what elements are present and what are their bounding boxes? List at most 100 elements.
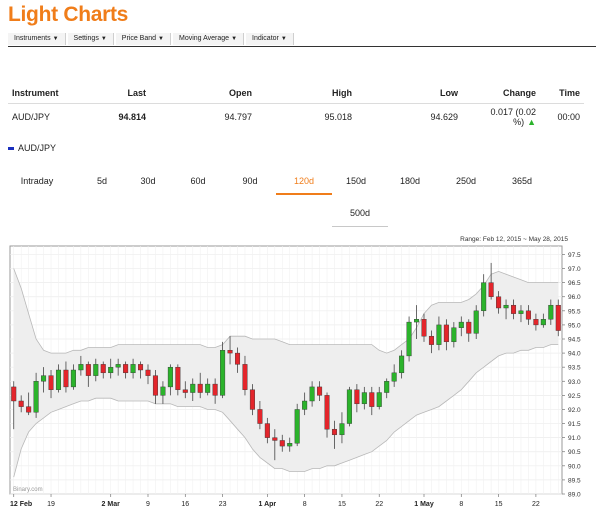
candle-up	[205, 383, 211, 393]
y-tick-label: 89.5	[568, 477, 581, 484]
period-5d[interactable]: 5d	[96, 176, 107, 186]
y-tick-label: 95.0	[568, 322, 581, 329]
x-tick-label: 23	[219, 501, 227, 508]
y-tick-label: 92.5	[568, 393, 581, 400]
candle-up	[481, 282, 487, 312]
caret-down-icon: ▼	[52, 36, 59, 42]
price-band-upper	[13, 268, 559, 354]
x-tick-label: 9	[146, 501, 150, 508]
menu-instruments[interactable]: Instruments ▼	[8, 33, 66, 45]
candle-down	[488, 282, 494, 297]
menu-indicator[interactable]: Indicator ▼	[246, 33, 294, 45]
candle-up	[458, 321, 464, 328]
period-intraday[interactable]: Intraday	[20, 176, 54, 186]
candle-up	[518, 310, 524, 314]
menu-label: Instruments	[14, 35, 51, 42]
y-tick-label: 92.0	[568, 407, 581, 414]
candle-down	[138, 364, 144, 371]
candle-up	[414, 319, 420, 323]
period-120d[interactable]: 120d	[276, 173, 332, 195]
menu-label: Indicator	[252, 35, 279, 42]
change-value: 0.017 (0.02 %)	[490, 107, 536, 128]
candle-down	[525, 310, 531, 320]
y-tick-label: 89.0	[568, 492, 581, 499]
candle-down	[331, 428, 337, 436]
candle-up	[436, 324, 442, 345]
candle-up	[41, 375, 47, 382]
y-tick-label: 90.5	[568, 449, 581, 456]
legend-swatch	[8, 146, 14, 150]
quote-table: Instrument Last Open High Low Change Tim…	[8, 83, 584, 131]
x-tick-label: 12 Feb	[10, 501, 32, 508]
legend-label: AUD/JPY	[18, 143, 57, 153]
candle-down	[242, 364, 248, 390]
period-30d[interactable]: 30d	[140, 176, 156, 186]
period-tabs: Intraday 5d 30d 60d 90d 120d 150d 180d 2…	[8, 173, 588, 227]
candle-down	[48, 375, 54, 390]
period-250d[interactable]: 250d	[455, 176, 477, 186]
period-180d[interactable]: 180d	[399, 176, 421, 186]
candlestick-chart[interactable]: 97.5 97.0 96.5 96.0 95.5 95.0 94.5 94.0 93.5 93.0…	[8, 244, 592, 512]
candle-down	[354, 389, 360, 405]
x-tick-label: 1 Apr	[259, 501, 277, 508]
candle-down	[324, 395, 330, 430]
y-tick-label: 91.5	[568, 421, 581, 428]
candle-down	[272, 437, 278, 441]
candle-up	[167, 366, 173, 388]
candle-up	[302, 400, 308, 410]
header-high: High	[256, 83, 356, 104]
candle-up	[130, 364, 136, 374]
period-500d[interactable]: 500d	[332, 205, 388, 227]
y-tick-label: 96.0	[568, 294, 581, 301]
x-tick-label: 8	[303, 501, 307, 508]
cell-last: 94.814	[118, 112, 146, 123]
x-tick-label: 15	[495, 501, 503, 508]
candle-up	[93, 364, 99, 376]
x-tick-label: 22	[532, 501, 540, 508]
period-60d[interactable]: 60d	[190, 176, 206, 186]
menu-price-band[interactable]: Price Band ▼	[115, 33, 171, 45]
x-tick-label: 2 Mar	[102, 501, 121, 508]
candle-down	[197, 383, 203, 393]
candle-up	[451, 327, 457, 343]
menu-label: Settings	[73, 35, 99, 42]
candle-up	[108, 366, 114, 374]
menu-moving-average[interactable]: Moving Average ▼	[172, 33, 245, 45]
period-365d[interactable]: 365d	[511, 176, 533, 186]
candle-up	[220, 350, 226, 396]
candle-up	[503, 304, 509, 309]
candle-down	[317, 386, 323, 396]
candle-up	[294, 409, 300, 444]
y-tick-label: 90.0	[568, 463, 581, 470]
candle-down	[257, 409, 263, 424]
cell-high: 95.018	[324, 112, 352, 123]
header-low: Low	[356, 83, 462, 104]
menu-settings[interactable]: Settings ▼	[67, 33, 114, 45]
period-150d[interactable]: 150d	[345, 176, 367, 186]
period-90d[interactable]: 90d	[242, 176, 258, 186]
candle-up	[55, 369, 61, 390]
candle-down	[152, 375, 158, 396]
candle-up	[190, 383, 196, 393]
candle-down	[227, 350, 233, 354]
range-label: Range: Feb 12, 2015 ~ May 28, 2015	[460, 236, 568, 243]
candle-down	[123, 364, 129, 374]
candle-down	[555, 304, 561, 331]
candle-up	[361, 392, 367, 405]
app-title: Light Charts	[8, 3, 129, 26]
candle-down	[249, 389, 255, 410]
cell-low: 94.629	[430, 112, 458, 123]
caret-down-icon: ▼	[231, 36, 238, 42]
candle-up	[70, 369, 76, 388]
price-band-lower	[13, 344, 559, 478]
candle-down	[100, 364, 106, 374]
candle-up	[406, 321, 412, 357]
caret-down-icon: ▼	[158, 36, 164, 42]
candle-down	[466, 321, 472, 334]
candle-down	[63, 369, 69, 388]
candle-down	[443, 324, 449, 343]
series-legend[interactable]: AUD/JPY	[8, 143, 56, 153]
cell-instrument: AUD/JPY	[12, 112, 51, 123]
header-change: Change	[462, 83, 540, 104]
candle-up	[339, 423, 345, 436]
